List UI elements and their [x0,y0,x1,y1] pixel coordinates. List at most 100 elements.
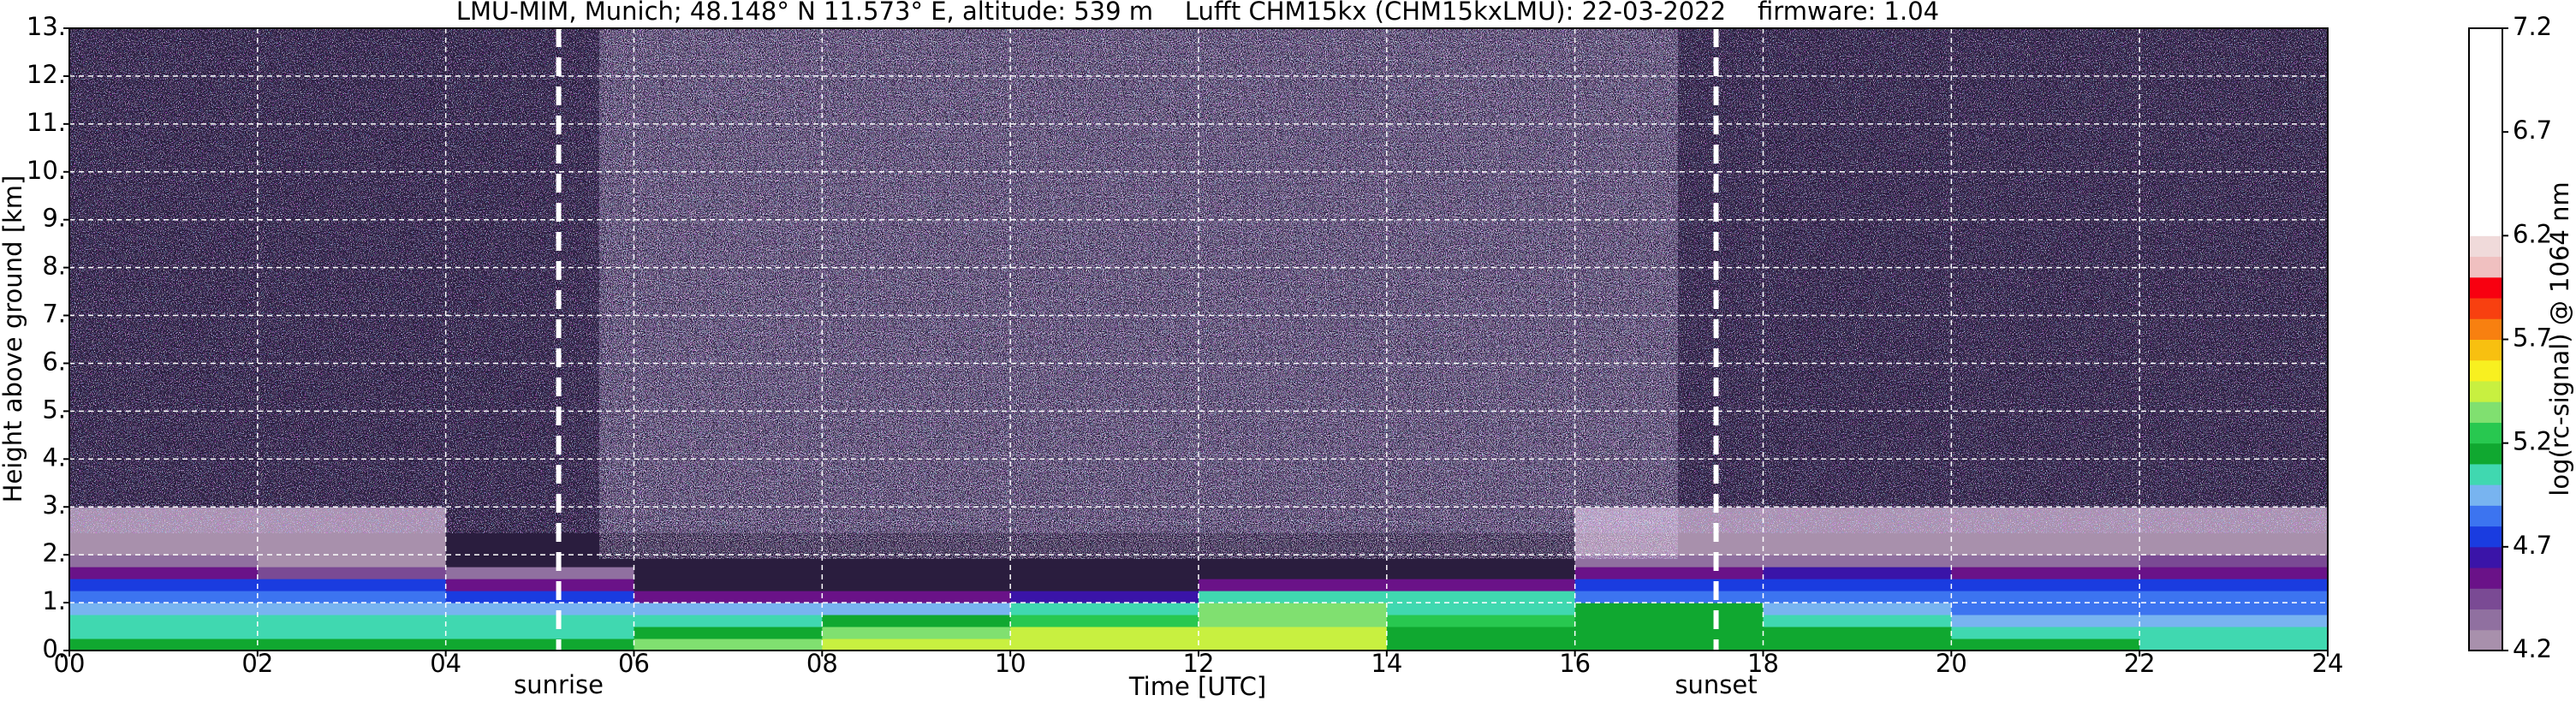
colorbar-segment [2469,318,2502,340]
x-tick-label: 06 [618,649,650,678]
heatmap-cell [822,591,1011,603]
heatmap-cell [1386,591,1576,603]
heatmap-cell [1763,591,1952,603]
heatmap-cell [445,579,634,591]
x-tick-label: 24 [2312,649,2344,678]
heatmap-cell [634,567,823,579]
colorbar-segment [2469,132,2502,153]
heatmap-cell [69,639,259,651]
y-tick-label: 6. [42,347,66,376]
heatmap-cell [2139,603,2328,615]
heatmap-cell [2139,579,2328,591]
colorbar-segment [2469,359,2502,382]
colorbar-segment [2469,422,2502,444]
heatmap-cell [1951,639,2140,651]
colorbar-segment [2469,193,2502,216]
annotation-label: sunrise [514,670,604,699]
y-tick-label: 4. [42,443,66,472]
colorbar-segment [2469,173,2502,195]
colorbar-segment [2469,463,2502,485]
x-tick-label: 16 [1559,649,1591,678]
heatmap-cell [1951,603,2140,615]
heatmap-cell [1199,567,1388,579]
heatmap-cell [445,627,634,639]
heatmap-cell [1199,603,1388,615]
heatmap-cell [69,579,259,591]
y-tick-label: 11. [27,108,66,137]
heatmap-cell [1010,627,1199,639]
y-tick-label: 1. [42,586,66,615]
heatmap-cell [822,567,1011,579]
heatmap-cell [822,627,1011,639]
heatmap-cell [1574,615,1764,627]
heatmap-cell [634,615,823,627]
heatmap-cell [69,615,259,627]
heatmap-cell [1951,615,2140,627]
heatmap-cell [445,567,634,579]
colorbar-segment [2469,110,2502,133]
heatmap-cell [445,615,634,627]
heatmap-cell [634,627,823,639]
colorbar-segment [2469,546,2502,568]
speckle-day [599,28,1678,559]
heatmap-cell [1763,615,1952,627]
x-tick-label: 10 [995,649,1026,678]
heatmap-cell [1386,603,1576,615]
heatmap-cell [69,555,259,567]
heatmap-cell [1951,591,2140,603]
heatmap-cell [822,579,1011,591]
x-tick-label: 22 [2124,649,2156,678]
x-tick-label: 20 [1936,649,1967,678]
heatmap-cell [1763,555,1952,567]
colorbar-segment [2469,401,2502,423]
colorbar-tick-label: 5.2 [2513,427,2552,456]
colorbar-tick-label: 4.2 [2513,634,2552,663]
heatmap-cell [257,579,447,591]
colorbar-label: log(rc-signal) @ 1064 nm [2545,181,2574,496]
heatmap-cell [1763,639,1952,651]
heatmap-cell [1010,615,1199,627]
heatmap-cell [1386,615,1576,627]
noise-texture [69,28,2328,559]
colorbar-tick-label: 5.7 [2513,324,2552,353]
heatmap-cell [445,591,634,603]
heatmap-cell [634,591,823,603]
heatmap-cell [1010,591,1199,603]
heatmap-cell [257,591,447,603]
y-axis-label: Height above ground [km] [0,175,27,503]
heatmap-cell [2139,555,2328,567]
heatmap-cell [445,603,634,615]
colorbar-segment [2469,256,2502,278]
heatmap-cell [1763,603,1952,615]
colorbar-segment [2469,298,2502,319]
heatmap-cell [634,639,823,651]
heatmap-cell [1386,639,1576,651]
heatmap-cell [1010,639,1199,651]
heatmap-cell [1951,579,2140,591]
x-tick-label: 18 [1747,649,1779,678]
chart-title: LMU-MIM, Munich; 48.148° N 11.573° E, al… [456,0,1939,26]
heatmap-cell [822,639,1011,651]
heatmap-cell [822,603,1011,615]
colorbar-tick-label: 7.2 [2513,12,2552,41]
heatmap-cell [445,555,634,567]
y-tick-label: 12. [27,60,66,89]
colorbar-segment [2469,28,2502,50]
y-tick-label: 13. [27,12,66,41]
heatmap-cell [257,615,447,627]
heatmap-cell [1763,567,1952,579]
heatmap-cell [634,579,823,591]
heatmap-cell [1574,579,1764,591]
heatmap-cell [69,603,259,615]
heatmap-cell [1386,579,1576,591]
heatmap-cell [1199,627,1388,639]
x-tick-label: 00 [54,649,86,678]
colorbar-segment [2469,276,2502,299]
heatmap-cell [1763,579,1952,591]
colorbar-tick-label: 6.7 [2513,116,2552,145]
heatmap-cell [257,627,447,639]
heatmap-cell [1763,627,1952,639]
heatmap-cell [257,555,447,567]
heatmap-cell [1951,555,2140,567]
